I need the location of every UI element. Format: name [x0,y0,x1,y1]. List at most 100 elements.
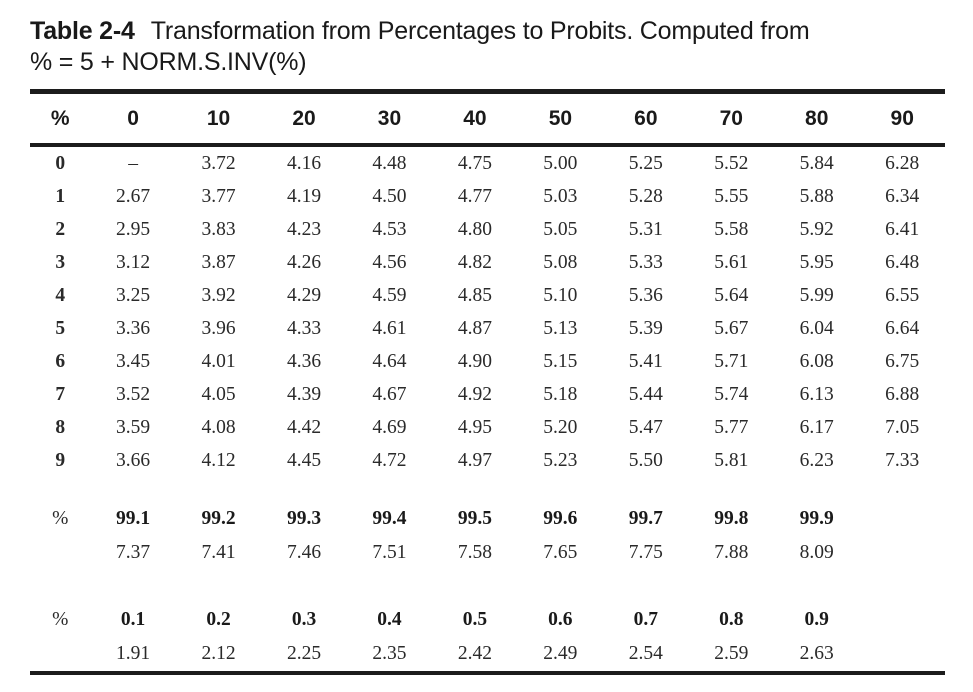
probit-cell: 4.12 [201,449,236,471]
probit-cell: 5.23 [543,449,578,471]
section-percent-header: 99.4 [372,508,407,529]
column-header: 0 [90,91,176,147]
section-percent-header: 0.7 [633,609,658,630]
empty-cell [859,603,945,637]
probit-cell: 5.52 [714,152,749,174]
section-probit-value: 2.49 [543,643,578,664]
probit-cell: 4.92 [457,383,492,405]
probit-cell: – [128,152,138,174]
row-label: 1 [55,185,66,207]
probit-cell: 5.50 [628,449,663,471]
header-row: % 0 10 20 30 40 50 60 70 80 90 [30,91,945,147]
probit-cell: 4.64 [372,350,407,372]
probit-cell: 3.66 [116,449,151,471]
probit-cell: 5.84 [799,152,834,174]
column-header: 10 [175,91,262,147]
probit-cell: 5.33 [628,251,663,273]
section-percent-header: 0.3 [291,609,317,630]
probit-cell: 4.95 [457,416,492,438]
probit-cell: 6.48 [885,251,920,273]
section-percent-header: 0.9 [804,609,829,630]
table-row: 7 3.52 4.05 4.39 4.67 4.92 5.18 5.44 5.74 6.13 6.8… [30,378,945,411]
probit-cell: 4.53 [372,218,407,240]
probit-cell: 5.08 [543,251,578,273]
probit-cell: 4.16 [286,152,322,174]
probit-cell: 5.81 [714,449,749,471]
section-probit-value: 2.54 [628,643,663,664]
row-label: 6 [55,350,66,372]
section-probit-value: 7.88 [714,542,749,563]
spacer-cell [30,477,945,502]
section-probit-value: 7.41 [201,542,236,563]
probit-cell: 4.19 [286,185,322,207]
probit-cell: 6.41 [885,218,920,240]
section-probit-value: 7.75 [628,542,663,563]
section-percent-header: 99.5 [457,508,492,529]
column-header: 80 [774,91,860,147]
probit-cell: 6.08 [799,350,834,372]
probit-cell: 4.69 [372,416,407,438]
section-percent-header: 0.4 [377,609,402,630]
probit-cell: 4.80 [457,218,492,240]
table-caption-formula: % = 5 + NORM.S.INV(%) [30,47,307,76]
probit-cell: 2.67 [116,185,151,207]
section-percent-header: 99.7 [628,508,663,529]
row-label: 0 [55,152,66,174]
probit-cell: 6.17 [799,416,834,438]
probit-cell: 5.61 [714,251,749,273]
spacer-row [30,570,945,603]
section-probit-value: 2.59 [714,643,749,664]
probit-cell: 3.36 [116,317,151,339]
probit-cell: 6.55 [885,284,920,306]
table-row: 3 3.12 3.87 4.26 4.56 4.82 5.08 5.33 5.61 5.95 6.4… [30,246,945,279]
row-label: 4 [55,284,66,306]
section-percent-header: 0.1 [120,609,146,630]
probit-cell: 6.64 [885,317,920,339]
probit-cell: 5.88 [799,185,834,207]
probit-cell: 2.95 [116,218,151,240]
probit-cell: 4.56 [372,251,407,273]
probit-cell: 5.13 [543,317,578,339]
high-percent-section-value-row: 7.37 7.41 7.46 7.51 7.58 7.65 7.75 7.88 8.09 [30,536,945,570]
probit-cell: 5.67 [714,317,749,339]
table-row: 0 – 3.72 4.16 4.48 4.75 5.00 5.25 5.52 5.84 6.28 [30,145,945,180]
section-probit-value: 2.63 [799,643,834,664]
probit-cell: 5.00 [543,152,578,174]
table-row: 1 2.67 3.77 4.19 4.50 4.77 5.03 5.28 5.55 5.88 6.3… [30,180,945,213]
probit-cell: 5.39 [628,317,663,339]
probit-cell: 4.29 [286,284,322,306]
probit-cell: 3.59 [116,416,151,438]
probit-cell: 5.15 [543,350,578,372]
probit-cell: 5.99 [799,284,834,306]
probit-cell: 3.87 [201,251,236,273]
section-probit-value: 7.37 [116,542,151,563]
probit-cell: 3.77 [201,185,236,207]
section-percent-header: 99.8 [714,508,749,529]
empty-cell [30,536,90,570]
spacer-row [30,477,945,502]
probit-cell: 4.33 [286,317,322,339]
probit-cell: 5.58 [714,218,749,240]
probit-cell: 6.34 [885,185,920,207]
column-header: 90 [859,91,945,147]
section-percent-header: 99.6 [543,508,578,529]
probit-cell: 4.39 [286,383,322,405]
probit-cell: 4.36 [286,350,322,372]
probit-cell: 5.20 [543,416,578,438]
probit-cell: 5.95 [799,251,834,273]
empty-cell [859,637,945,673]
table-row: 5 3.36 3.96 4.33 4.61 4.87 5.13 5.39 5.67 6.04 6.6… [30,312,945,345]
low-percent-section-percent-row: % 0.1 0.2 0.3 0.4 0.5 0.6 0.7 0.8 0.9 [30,603,945,637]
probit-cell: 3.83 [201,218,236,240]
probit-cell: 6.23 [799,449,834,471]
row-label: 2 [55,218,66,240]
table-number: Table 2-4 [30,17,135,45]
column-header: 70 [688,91,774,147]
section-percent-header: 0.6 [548,609,573,630]
section-probit-value: 7.58 [457,542,492,563]
probit-cell: 5.92 [799,218,834,240]
probit-cell: 6.75 [885,350,920,372]
probit-cell: 4.82 [457,251,492,273]
probit-cell: 5.05 [543,218,578,240]
section-probit-value: 7.51 [372,542,407,563]
